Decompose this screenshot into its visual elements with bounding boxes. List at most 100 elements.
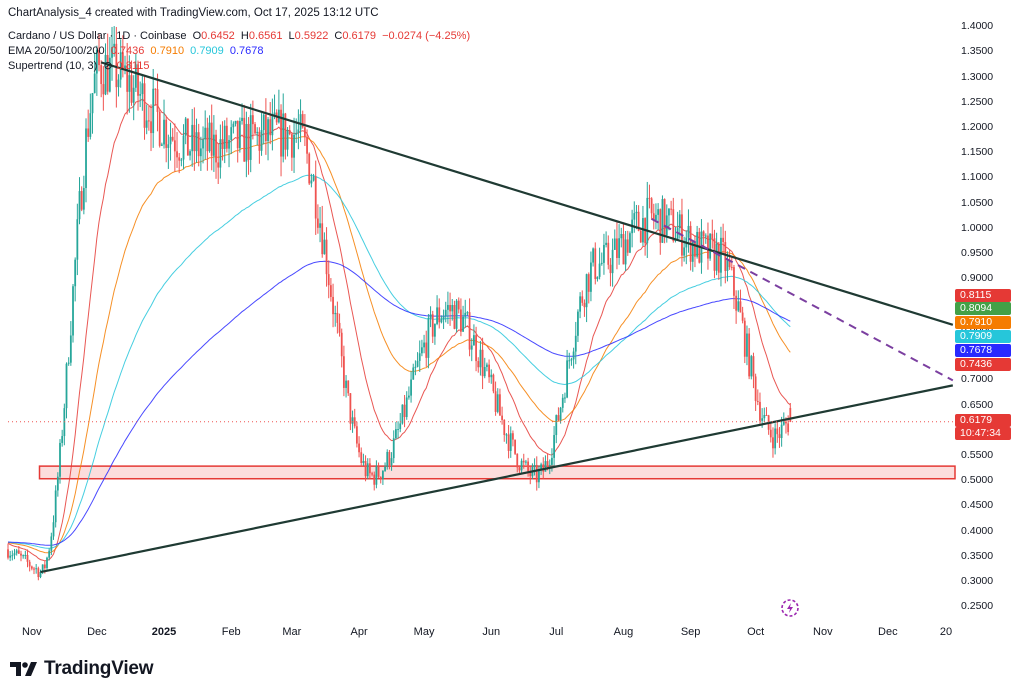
- candle-body: [713, 238, 716, 271]
- candle-body: [150, 121, 152, 134]
- price-tick-label: 0.5000: [961, 474, 994, 487]
- candle: [468, 298, 471, 357]
- candle-body: [384, 466, 386, 471]
- candle-body: [486, 364, 488, 368]
- candle: [204, 110, 207, 160]
- supertrend-legend[interactable]: Supertrend (10, 3) ⊘ 0.8115: [8, 59, 152, 73]
- ema-legend[interactable]: EMA 20/50/100/200 0.7436 0.7910 0.7909 0…: [8, 44, 267, 58]
- candle: [657, 203, 660, 231]
- candle-body: [386, 451, 389, 467]
- candle: [119, 39, 122, 88]
- candle: [202, 126, 204, 164]
- candle-body: [323, 239, 326, 255]
- candle: [509, 426, 512, 458]
- candle-body: [457, 300, 460, 310]
- candle-body: [668, 208, 670, 216]
- visibility-icon[interactable]: ⊘: [103, 60, 113, 72]
- candle: [555, 414, 558, 444]
- candle-body: [358, 443, 360, 453]
- candle-body: [618, 238, 621, 259]
- candle-body: [481, 349, 484, 377]
- candle: [334, 305, 337, 327]
- candle-body: [165, 119, 168, 148]
- close-value: 0.6179: [342, 30, 376, 42]
- candle-body: [473, 335, 475, 346]
- candle-body: [694, 241, 696, 257]
- candle-body: [427, 318, 430, 358]
- candle-body: [355, 426, 358, 444]
- candle: [54, 485, 57, 528]
- candle-body: [332, 296, 334, 315]
- candle-body: [286, 129, 289, 150]
- time-tick-label: Apr: [350, 626, 368, 638]
- candle: [410, 371, 412, 403]
- candle-body: [388, 451, 391, 466]
- candle: [76, 203, 79, 276]
- candle: [522, 453, 525, 469]
- time-tick-label: Mar: [282, 626, 302, 638]
- candle: [648, 184, 651, 209]
- candle-body: [787, 423, 790, 433]
- candle-body: [199, 148, 202, 157]
- candle: [7, 543, 9, 560]
- candle-body: [499, 394, 501, 416]
- candle-body: [594, 248, 597, 280]
- candle-body: [345, 380, 347, 388]
- candle: [440, 315, 443, 324]
- candle-body: [128, 75, 131, 92]
- symbol-legend[interactable]: Cardano / US Dollar · 1D · Coinbase O0.6…: [8, 29, 473, 43]
- candle: [22, 554, 25, 559]
- candle-body: [514, 439, 516, 454]
- candle: [724, 230, 727, 284]
- candle-body: [256, 131, 259, 134]
- candle-body: [243, 117, 246, 162]
- candle-body: [711, 233, 714, 239]
- candle: [577, 309, 579, 343]
- candle: [280, 104, 282, 177]
- candle: [592, 247, 595, 267]
- candle: [527, 457, 529, 477]
- candle-body: [425, 342, 428, 358]
- candle: [61, 429, 64, 447]
- time-tick-label: Feb: [221, 626, 241, 638]
- flash-icon[interactable]: [781, 599, 799, 617]
- candle-body: [230, 127, 233, 140]
- candle: [629, 231, 631, 254]
- candle-body: [176, 151, 178, 158]
- time-tick-label: Sep: [680, 626, 701, 638]
- candle: [93, 52, 96, 94]
- candle-body: [592, 248, 595, 263]
- candle: [780, 416, 783, 447]
- candle-body: [646, 197, 649, 244]
- candle-body: [691, 241, 694, 262]
- candle-body: [72, 286, 74, 336]
- price-tick-label: 1.1000: [961, 171, 994, 184]
- candle: [234, 120, 237, 127]
- candle: [308, 152, 311, 186]
- candle-body: [74, 259, 77, 287]
- candle-body: [232, 123, 235, 128]
- candle-body: [262, 114, 265, 131]
- candle-body: [147, 120, 150, 122]
- candle-body: [483, 367, 486, 377]
- candle-body: [327, 274, 330, 286]
- candle-body: [329, 285, 332, 297]
- candle: [399, 413, 402, 433]
- candle: [301, 110, 304, 129]
- candle-body: [453, 304, 456, 329]
- candle-body: [254, 124, 256, 134]
- candle: [392, 430, 395, 464]
- candle-body: [466, 312, 469, 314]
- candle: [486, 362, 488, 372]
- candle: [347, 380, 350, 396]
- candle-body: [152, 88, 155, 134]
- candle-body: [702, 231, 705, 237]
- candle-body: [373, 474, 376, 485]
- candle: [167, 134, 170, 169]
- logo-text: TradingView: [44, 658, 154, 679]
- candle-body: [124, 65, 126, 70]
- candle-body: [251, 115, 254, 125]
- candle-body: [117, 79, 120, 88]
- time-tick-label: Nov: [813, 626, 833, 638]
